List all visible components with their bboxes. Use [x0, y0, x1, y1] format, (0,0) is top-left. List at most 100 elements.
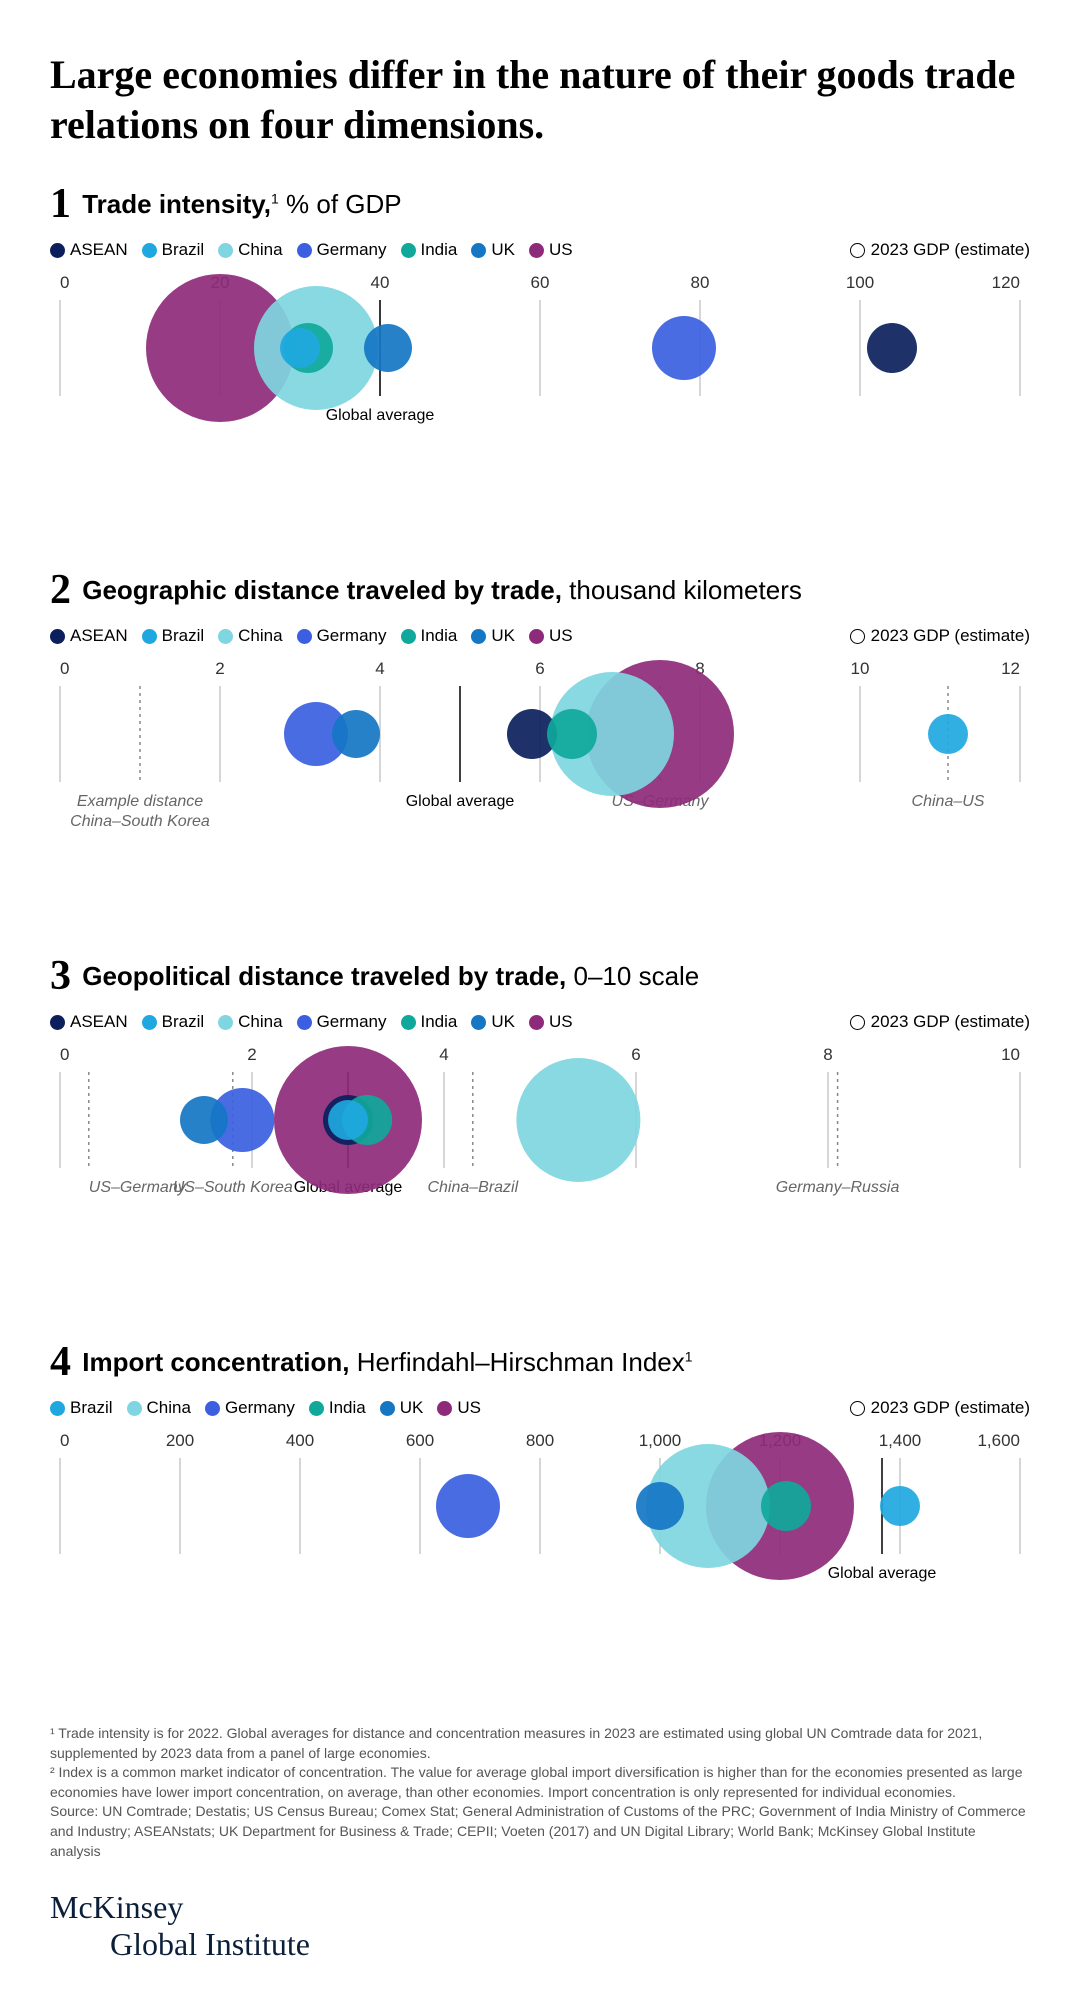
- legend-label: US: [549, 240, 573, 260]
- legend-item-asean: ASEAN: [50, 1012, 128, 1032]
- legend-swatch: [218, 243, 233, 258]
- legend-swatch: [529, 243, 544, 258]
- tick-label: 0: [60, 1431, 69, 1450]
- tick-label: 120: [992, 273, 1020, 292]
- legend-item-china: China: [218, 240, 282, 260]
- tick-label: 1,400: [879, 1431, 922, 1450]
- bubble-india: [761, 1481, 811, 1531]
- circle-outline-icon: [850, 1401, 865, 1416]
- legend-label: US: [549, 1012, 573, 1032]
- legend-label: ASEAN: [70, 626, 128, 646]
- gdp-legend: 2023 GDP (estimate): [850, 240, 1030, 260]
- tick-label: 1,000: [639, 1431, 682, 1450]
- bubble-uk: [180, 1096, 228, 1144]
- footnotes: ¹ Trade intensity is for 2022. Global av…: [50, 1724, 1030, 1861]
- tick-label: 800: [526, 1431, 554, 1450]
- tick-label: 10: [851, 659, 870, 678]
- gdp-legend: 2023 GDP (estimate): [850, 1398, 1030, 1418]
- legend-swatch: [437, 1401, 452, 1416]
- legend-label: India: [421, 626, 458, 646]
- legend-label: India: [421, 240, 458, 260]
- legend-label: UK: [491, 240, 515, 260]
- legend-row: BrazilChinaGermanyIndiaUKUS2023 GDP (est…: [50, 1398, 1030, 1418]
- legend-swatch: [297, 1015, 312, 1030]
- legend-item-us: US: [529, 626, 573, 646]
- legend-swatch: [471, 243, 486, 258]
- legend-swatch: [205, 1401, 220, 1416]
- legend-swatch: [401, 1015, 416, 1030]
- legend-label: ASEAN: [70, 1012, 128, 1032]
- legend-swatch: [401, 629, 416, 644]
- chart-title: 4 Import concentration, Herfindahl–Hirsc…: [50, 1338, 1030, 1386]
- legend-item-uk: UK: [471, 1012, 515, 1032]
- legend-label: Brazil: [70, 1398, 113, 1418]
- circle-outline-icon: [850, 629, 865, 644]
- legend-item-brazil: Brazil: [50, 1398, 113, 1418]
- tick-label: 1,600: [977, 1431, 1020, 1450]
- bubble-uk: [636, 1482, 684, 1530]
- legend-item-germany: Germany: [297, 240, 387, 260]
- legend-label: US: [457, 1398, 481, 1418]
- legend-label: China: [238, 240, 282, 260]
- chart-2: 2 Geographic distance traveled by trade,…: [50, 566, 1030, 912]
- tick-label: 60: [531, 273, 550, 292]
- legend-swatch: [529, 1015, 544, 1030]
- legend-swatch: [297, 629, 312, 644]
- bubble-brazil: [280, 328, 320, 368]
- reference-label: Example distance: [77, 793, 203, 810]
- legend-item-uk: UK: [471, 240, 515, 260]
- legend-item-germany: Germany: [205, 1398, 295, 1418]
- legend-swatch: [309, 1401, 324, 1416]
- reference-label: US–South Korea: [173, 1179, 293, 1196]
- tick-label: 4: [439, 1045, 448, 1064]
- legend-swatch: [529, 629, 544, 644]
- legend-item-us: US: [529, 1012, 573, 1032]
- legend-label: Germany: [317, 1012, 387, 1032]
- tick-label: 2: [215, 659, 224, 678]
- tick-label: 6: [631, 1045, 640, 1064]
- legend-label: UK: [400, 1398, 424, 1418]
- legend-item-uk: UK: [380, 1398, 424, 1418]
- tick-label: 4: [375, 659, 384, 678]
- legend-label: Brazil: [162, 240, 205, 260]
- legend-item-uk: UK: [471, 626, 515, 646]
- tick-label: 12: [1001, 659, 1020, 678]
- bubble-germany: [652, 316, 716, 380]
- chart-4: 4 Import concentration, Herfindahl–Hirsc…: [50, 1338, 1030, 1684]
- tick-label: 600: [406, 1431, 434, 1450]
- circle-outline-icon: [850, 1015, 865, 1030]
- chart-3: 3 Geopolitical distance traveled by trad…: [50, 952, 1030, 1298]
- tick-label: 100: [846, 273, 874, 292]
- legend-swatch: [297, 243, 312, 258]
- chart-title: 3 Geopolitical distance traveled by trad…: [50, 952, 1030, 1000]
- legend-swatch: [218, 629, 233, 644]
- reference-label: Global average: [326, 407, 435, 424]
- legend-label: China: [238, 626, 282, 646]
- reference-label: China–South Korea: [70, 813, 210, 830]
- bubble-india: [547, 709, 597, 759]
- legend-swatch: [142, 243, 157, 258]
- reference-label: Global average: [828, 1565, 937, 1582]
- footnote-line: Source: UN Comtrade; Destatis; US Census…: [50, 1802, 1030, 1861]
- legend-row: ASEANBrazilChinaGermanyIndiaUKUS2023 GDP…: [50, 240, 1030, 260]
- legend-item-germany: Germany: [297, 626, 387, 646]
- bubble-germany: [436, 1474, 500, 1538]
- legend-item-us: US: [437, 1398, 481, 1418]
- chart-title: 2 Geographic distance traveled by trade,…: [50, 566, 1030, 614]
- legend-label: China: [147, 1398, 191, 1418]
- legend-label: US: [549, 626, 573, 646]
- brand-line2: Global Institute: [50, 1926, 1030, 1963]
- tick-label: 8: [823, 1045, 832, 1064]
- tick-label: 2: [247, 1045, 256, 1064]
- legend-swatch: [218, 1015, 233, 1030]
- bubble-brazil: [880, 1486, 920, 1526]
- legend-label: Germany: [317, 626, 387, 646]
- footnote-line: ² Index is a common market indicator of …: [50, 1763, 1030, 1802]
- tick-label: 0: [60, 273, 69, 292]
- bubble-brazil: [928, 714, 968, 754]
- reference-label: China–US: [912, 793, 985, 810]
- legend-swatch: [471, 1015, 486, 1030]
- legend-item-india: India: [401, 626, 458, 646]
- bubble-brazil: [328, 1100, 368, 1140]
- legend-item-china: China: [218, 1012, 282, 1032]
